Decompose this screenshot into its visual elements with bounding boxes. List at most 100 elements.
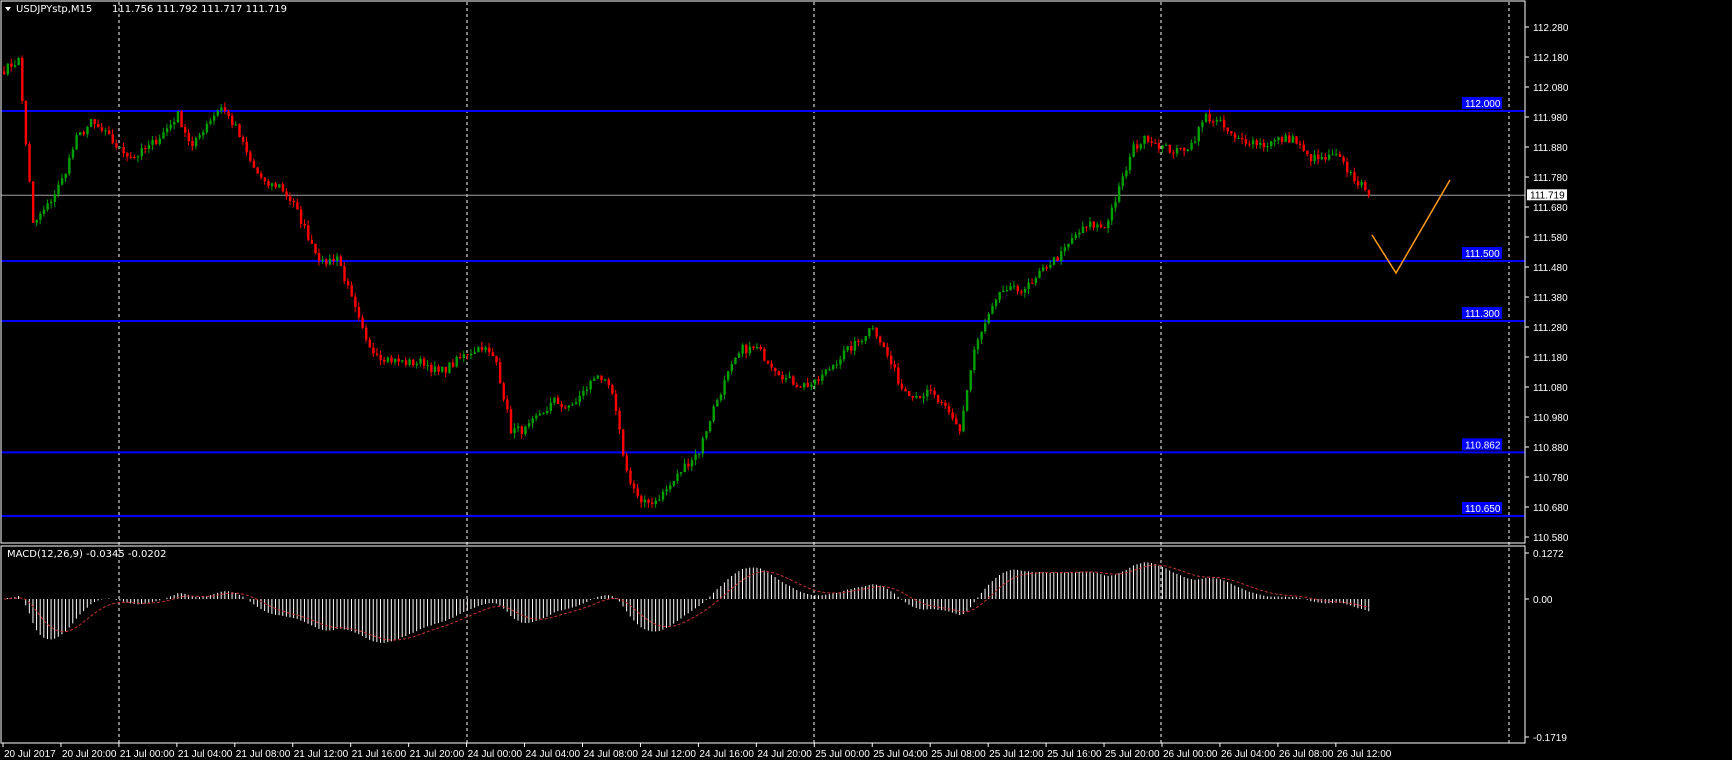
candle-body bbox=[339, 256, 343, 267]
candle-body bbox=[372, 347, 375, 354]
candle-body bbox=[1081, 226, 1085, 233]
level-label: 110.862 bbox=[1465, 440, 1501, 451]
candle-body bbox=[1288, 135, 1291, 143]
time-tick-label: 25 Jul 20:00 bbox=[1105, 749, 1160, 760]
v-drawing-line[interactable] bbox=[1371, 179, 1451, 275]
candle-body bbox=[535, 415, 538, 419]
candle-body bbox=[64, 173, 67, 179]
level-label-box bbox=[1462, 97, 1502, 109]
candle-body bbox=[969, 370, 972, 391]
candle-body bbox=[538, 413, 542, 416]
candle-body bbox=[1012, 285, 1016, 287]
price-tick-label: 111.480 bbox=[1533, 263, 1568, 274]
candle-body bbox=[234, 124, 238, 126]
triangle-down-icon[interactable] bbox=[5, 7, 11, 11]
candle-body bbox=[1302, 144, 1305, 151]
candle-body bbox=[1306, 150, 1309, 155]
time-tick-label: 21 Jul 20:00 bbox=[410, 749, 465, 760]
candle-body bbox=[1338, 153, 1342, 157]
candle-body bbox=[752, 346, 755, 348]
candle-body bbox=[144, 148, 147, 150]
candle-body bbox=[310, 239, 314, 244]
time-tick-label: 24 Jul 00:00 bbox=[468, 749, 523, 760]
price-tick-label: 110.680 bbox=[1533, 503, 1569, 514]
candle-body bbox=[1270, 141, 1273, 147]
candle-body bbox=[502, 383, 505, 400]
candle-body bbox=[357, 306, 361, 318]
level-label-box bbox=[1462, 247, 1502, 259]
time-tick-label: 26 Jul 04:00 bbox=[1221, 749, 1276, 760]
time-tick-label: 25 Jul 08:00 bbox=[931, 749, 986, 760]
price-tick-label: 112.180 bbox=[1533, 53, 1569, 64]
candle-body bbox=[1020, 291, 1023, 293]
candle-body bbox=[1251, 140, 1255, 145]
candle-body bbox=[365, 327, 368, 340]
candle-body bbox=[231, 115, 234, 125]
time-tick-label: 24 Jul 04:00 bbox=[526, 749, 581, 760]
candle-body bbox=[129, 156, 133, 158]
time-axis[interactable]: 20 Jul 2017 20 Jul 20:00 21 Jul 00:00 21 Ju… bbox=[2, 743, 1392, 760]
candle-body bbox=[882, 342, 886, 347]
candle-body bbox=[104, 130, 107, 132]
candle-body bbox=[774, 367, 777, 372]
main-pane-frame bbox=[0, 0, 1526, 544]
candle-body bbox=[904, 388, 907, 392]
candle-body bbox=[1327, 154, 1331, 160]
candle-body bbox=[813, 379, 817, 385]
price-tick-label: 111.080 bbox=[1533, 383, 1568, 394]
time-tick-label: 24 Jul 08:00 bbox=[584, 749, 639, 760]
candle-body bbox=[484, 347, 487, 350]
candle-body bbox=[1009, 285, 1012, 291]
candle-body bbox=[991, 305, 994, 314]
candle-body bbox=[31, 181, 35, 223]
candle-body bbox=[984, 323, 987, 332]
time-tick-label: 21 Jul 08:00 bbox=[236, 749, 291, 760]
horizontal-levels[interactable] bbox=[1, 110, 1525, 517]
ohlc-label: 111.756 111.792 111.717 111.719 bbox=[112, 4, 287, 15]
candle-body bbox=[404, 360, 408, 365]
candle-body bbox=[886, 346, 889, 356]
candle-body bbox=[1215, 120, 1219, 122]
candle-body bbox=[596, 375, 600, 379]
candle-body bbox=[115, 143, 118, 148]
candle-body bbox=[1309, 154, 1313, 162]
candle-body bbox=[994, 299, 998, 306]
candle-body bbox=[636, 488, 639, 497]
candle-body bbox=[270, 183, 274, 187]
candle-body bbox=[415, 363, 419, 366]
candle-body bbox=[13, 65, 17, 67]
candle-body bbox=[100, 127, 104, 131]
candle-body bbox=[126, 153, 129, 157]
price-axis[interactable]: 112.280 112.180 112.080 111.980 111.880 111.7… bbox=[1525, 23, 1569, 544]
candle-body bbox=[1154, 142, 1157, 144]
chart-header: USDJPYstp,M15 111.756 111.792 111.717 11… bbox=[5, 4, 287, 15]
candle-body bbox=[871, 327, 875, 329]
candle-body bbox=[745, 344, 748, 354]
price-tick-label: 111.680 bbox=[1533, 203, 1568, 214]
candle-body bbox=[1298, 143, 1302, 145]
candle-body bbox=[194, 137, 198, 147]
candle-body bbox=[368, 339, 372, 348]
candle-body bbox=[741, 344, 744, 354]
candle-body bbox=[727, 371, 730, 381]
candle-body bbox=[292, 200, 295, 203]
candle-body bbox=[708, 421, 712, 432]
candle-body bbox=[643, 499, 647, 503]
candle-body bbox=[1346, 161, 1349, 173]
candle-body bbox=[317, 253, 321, 261]
candle-body bbox=[495, 356, 498, 363]
macd-pane-frame bbox=[0, 545, 1526, 744]
price-tick-label: 110.580 bbox=[1533, 533, 1569, 544]
candle-body bbox=[1186, 149, 1190, 151]
candle-body bbox=[755, 346, 759, 348]
candle-body bbox=[187, 132, 191, 142]
candle-body bbox=[705, 431, 708, 439]
candle-body bbox=[346, 281, 350, 286]
price-tick-label: 111.380 bbox=[1533, 293, 1568, 304]
candle-body bbox=[965, 390, 969, 411]
candle-body bbox=[285, 191, 288, 197]
candle-body bbox=[28, 144, 31, 182]
candle-body bbox=[408, 359, 411, 365]
candle-body bbox=[1067, 243, 1070, 248]
